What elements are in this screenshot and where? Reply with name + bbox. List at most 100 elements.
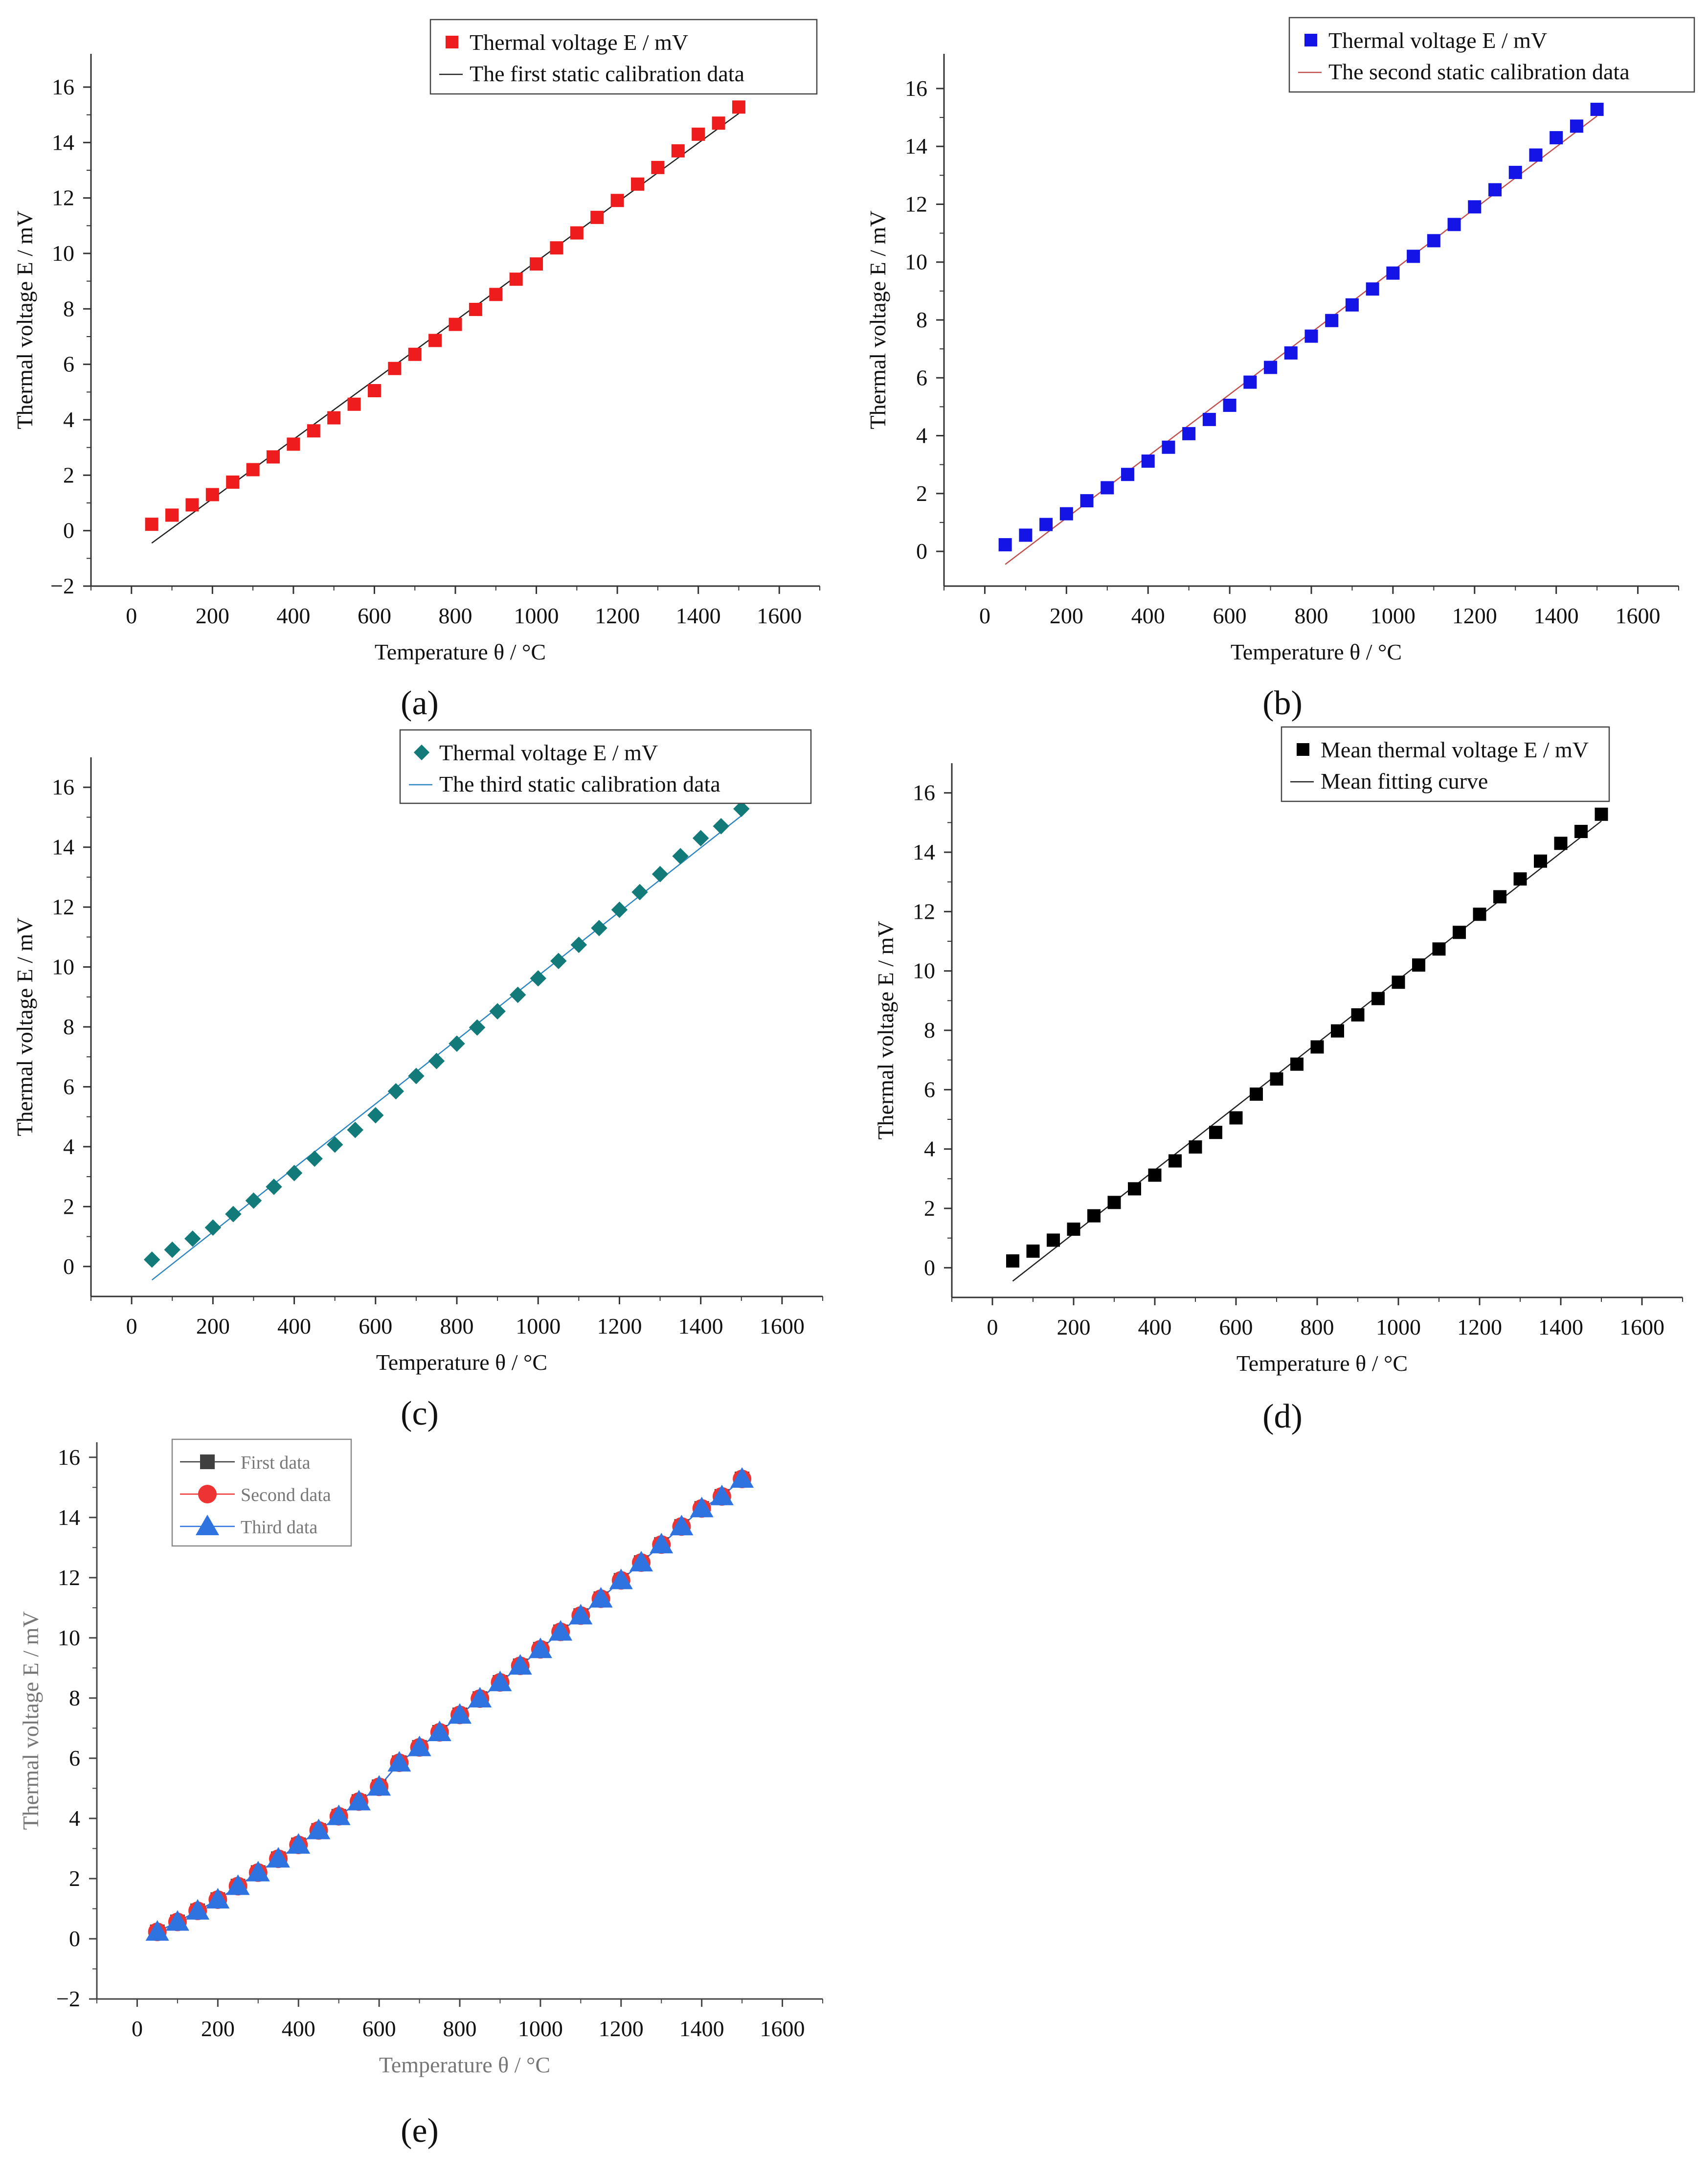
data-point <box>489 1003 506 1020</box>
y-tick-label: 0 <box>63 1254 74 1279</box>
y-tick-label: 8 <box>63 1014 74 1039</box>
data-point <box>245 1192 262 1209</box>
data-point <box>671 144 685 158</box>
panel-tag: (e) <box>401 2112 439 2150</box>
data-point <box>631 177 644 191</box>
chart-panel-d: 0 2 4 6 8 10 12 14 16 0 200 400 600 800 1000 1200 1400 16… <box>873 726 1683 1435</box>
y-tick-label: 14 <box>52 835 74 860</box>
x-tick-label: 0 <box>132 2016 143 2041</box>
x-tick-label: 600 <box>1213 603 1247 628</box>
legend-marker <box>413 744 430 761</box>
y-tick-label: 0 <box>63 518 74 543</box>
y-tick-label: 12 <box>905 191 927 216</box>
y-tick-label: 6 <box>916 365 927 390</box>
y-tick-label: 12 <box>58 1565 80 1590</box>
y-tick-label: 6 <box>924 1077 935 1102</box>
chart-panel-b: 0 2 4 6 8 10 12 14 16 0 200 400 600 800 1000 1200 1400 16… <box>865 17 1695 722</box>
x-tick-label: 1000 <box>516 1314 561 1339</box>
x-tick-label: 400 <box>1138 1315 1172 1340</box>
x-tick-label: 1600 <box>757 603 802 628</box>
y-tick-label: 14 <box>905 134 927 159</box>
data-point <box>733 800 750 817</box>
legend-marker <box>198 1485 217 1503</box>
panel-tag: (c) <box>401 1395 439 1432</box>
x-tick-label: 1400 <box>1534 603 1579 628</box>
data-point <box>327 411 341 425</box>
x-tick-label: 1600 <box>760 2016 805 2041</box>
data-point <box>1223 398 1236 412</box>
data-point <box>550 953 567 970</box>
x-tick-label: 1400 <box>1538 1315 1583 1340</box>
data-point <box>1047 1233 1060 1247</box>
data-point <box>307 1818 331 1839</box>
data-point <box>1229 1111 1243 1125</box>
y-tick-label: 10 <box>913 958 935 983</box>
data-point <box>1447 218 1461 231</box>
x-tick-label: 1200 <box>595 603 640 628</box>
data-point <box>286 1165 303 1181</box>
chart-panel-a: −2 0 2 4 6 8 10 12 14 16 0 200 400 600 800 1000 1200 1400… <box>12 19 820 722</box>
data-point <box>550 241 563 255</box>
data-point <box>652 866 669 883</box>
y-tick-label: 6 <box>69 1746 80 1771</box>
legend-marker <box>446 36 458 48</box>
y-tick-label: 0 <box>924 1255 935 1280</box>
legend-entry: The first static calibration data <box>470 61 744 86</box>
data-point <box>1243 375 1257 389</box>
x-tick-label: 1400 <box>679 2016 724 2041</box>
chart-panel-e: −2 0 2 4 6 8 10 12 14 16 0 200 400 600 800 1000 1200 1400… <box>18 1438 823 2150</box>
data-point <box>1310 1040 1324 1054</box>
x-tick-label: 600 <box>362 2016 396 2041</box>
y-tick-label: 0 <box>916 539 927 564</box>
x-tick-label: 1000 <box>514 603 559 628</box>
y-tick-label: 2 <box>63 462 74 487</box>
data-point <box>1019 528 1033 542</box>
data-point <box>713 818 729 835</box>
x-tick-label: 0 <box>126 1314 137 1339</box>
data-point <box>468 1687 492 1708</box>
data-point <box>1550 131 1563 144</box>
legend-marker <box>1297 743 1309 756</box>
data-point <box>449 1035 465 1052</box>
data-point <box>347 1121 363 1138</box>
x-tick-label: 800 <box>439 603 472 628</box>
data-point <box>428 334 442 347</box>
data-point <box>1080 494 1094 508</box>
legend-entry: Second data <box>241 1485 331 1505</box>
x-tick-label: 600 <box>1219 1315 1253 1340</box>
data-point <box>164 1241 180 1258</box>
data-point <box>509 986 526 1003</box>
x-tick-label: 1200 <box>599 2016 644 2041</box>
data-point <box>1148 1168 1162 1182</box>
y-tick-label: 16 <box>905 76 927 101</box>
fit-line <box>151 113 740 544</box>
data-point <box>367 384 381 397</box>
x-tick-label: 1000 <box>1371 603 1416 628</box>
data-point <box>225 1205 242 1223</box>
legend-entry: Mean fitting curve <box>1321 769 1488 794</box>
data-point <box>530 257 543 271</box>
data-point <box>287 437 300 451</box>
data-point <box>1087 1209 1101 1223</box>
data-point <box>530 970 546 987</box>
x-tick-label: 0 <box>987 1315 998 1340</box>
data-point <box>609 1568 633 1589</box>
data-point <box>1407 250 1420 263</box>
data-point <box>1493 890 1506 904</box>
data-point <box>1141 454 1155 468</box>
data-point <box>1595 807 1608 821</box>
x-axis-label: Temperature θ / °C <box>379 2052 550 2077</box>
data-point <box>184 1230 201 1247</box>
data-point <box>266 1179 282 1195</box>
y-axis-label: Thermal voltage E / mV <box>12 210 37 429</box>
data-point <box>528 1637 552 1658</box>
data-point <box>427 1720 451 1741</box>
y-axis-label: Thermal voltage E / mV <box>18 1611 43 1830</box>
fit-line <box>151 815 742 1281</box>
data-point <box>1570 119 1583 133</box>
data-point <box>1169 1154 1182 1168</box>
data-point <box>1392 976 1405 989</box>
legend-entry: Third data <box>241 1517 317 1538</box>
data-point <box>367 1775 391 1796</box>
data-point <box>186 1899 210 1920</box>
